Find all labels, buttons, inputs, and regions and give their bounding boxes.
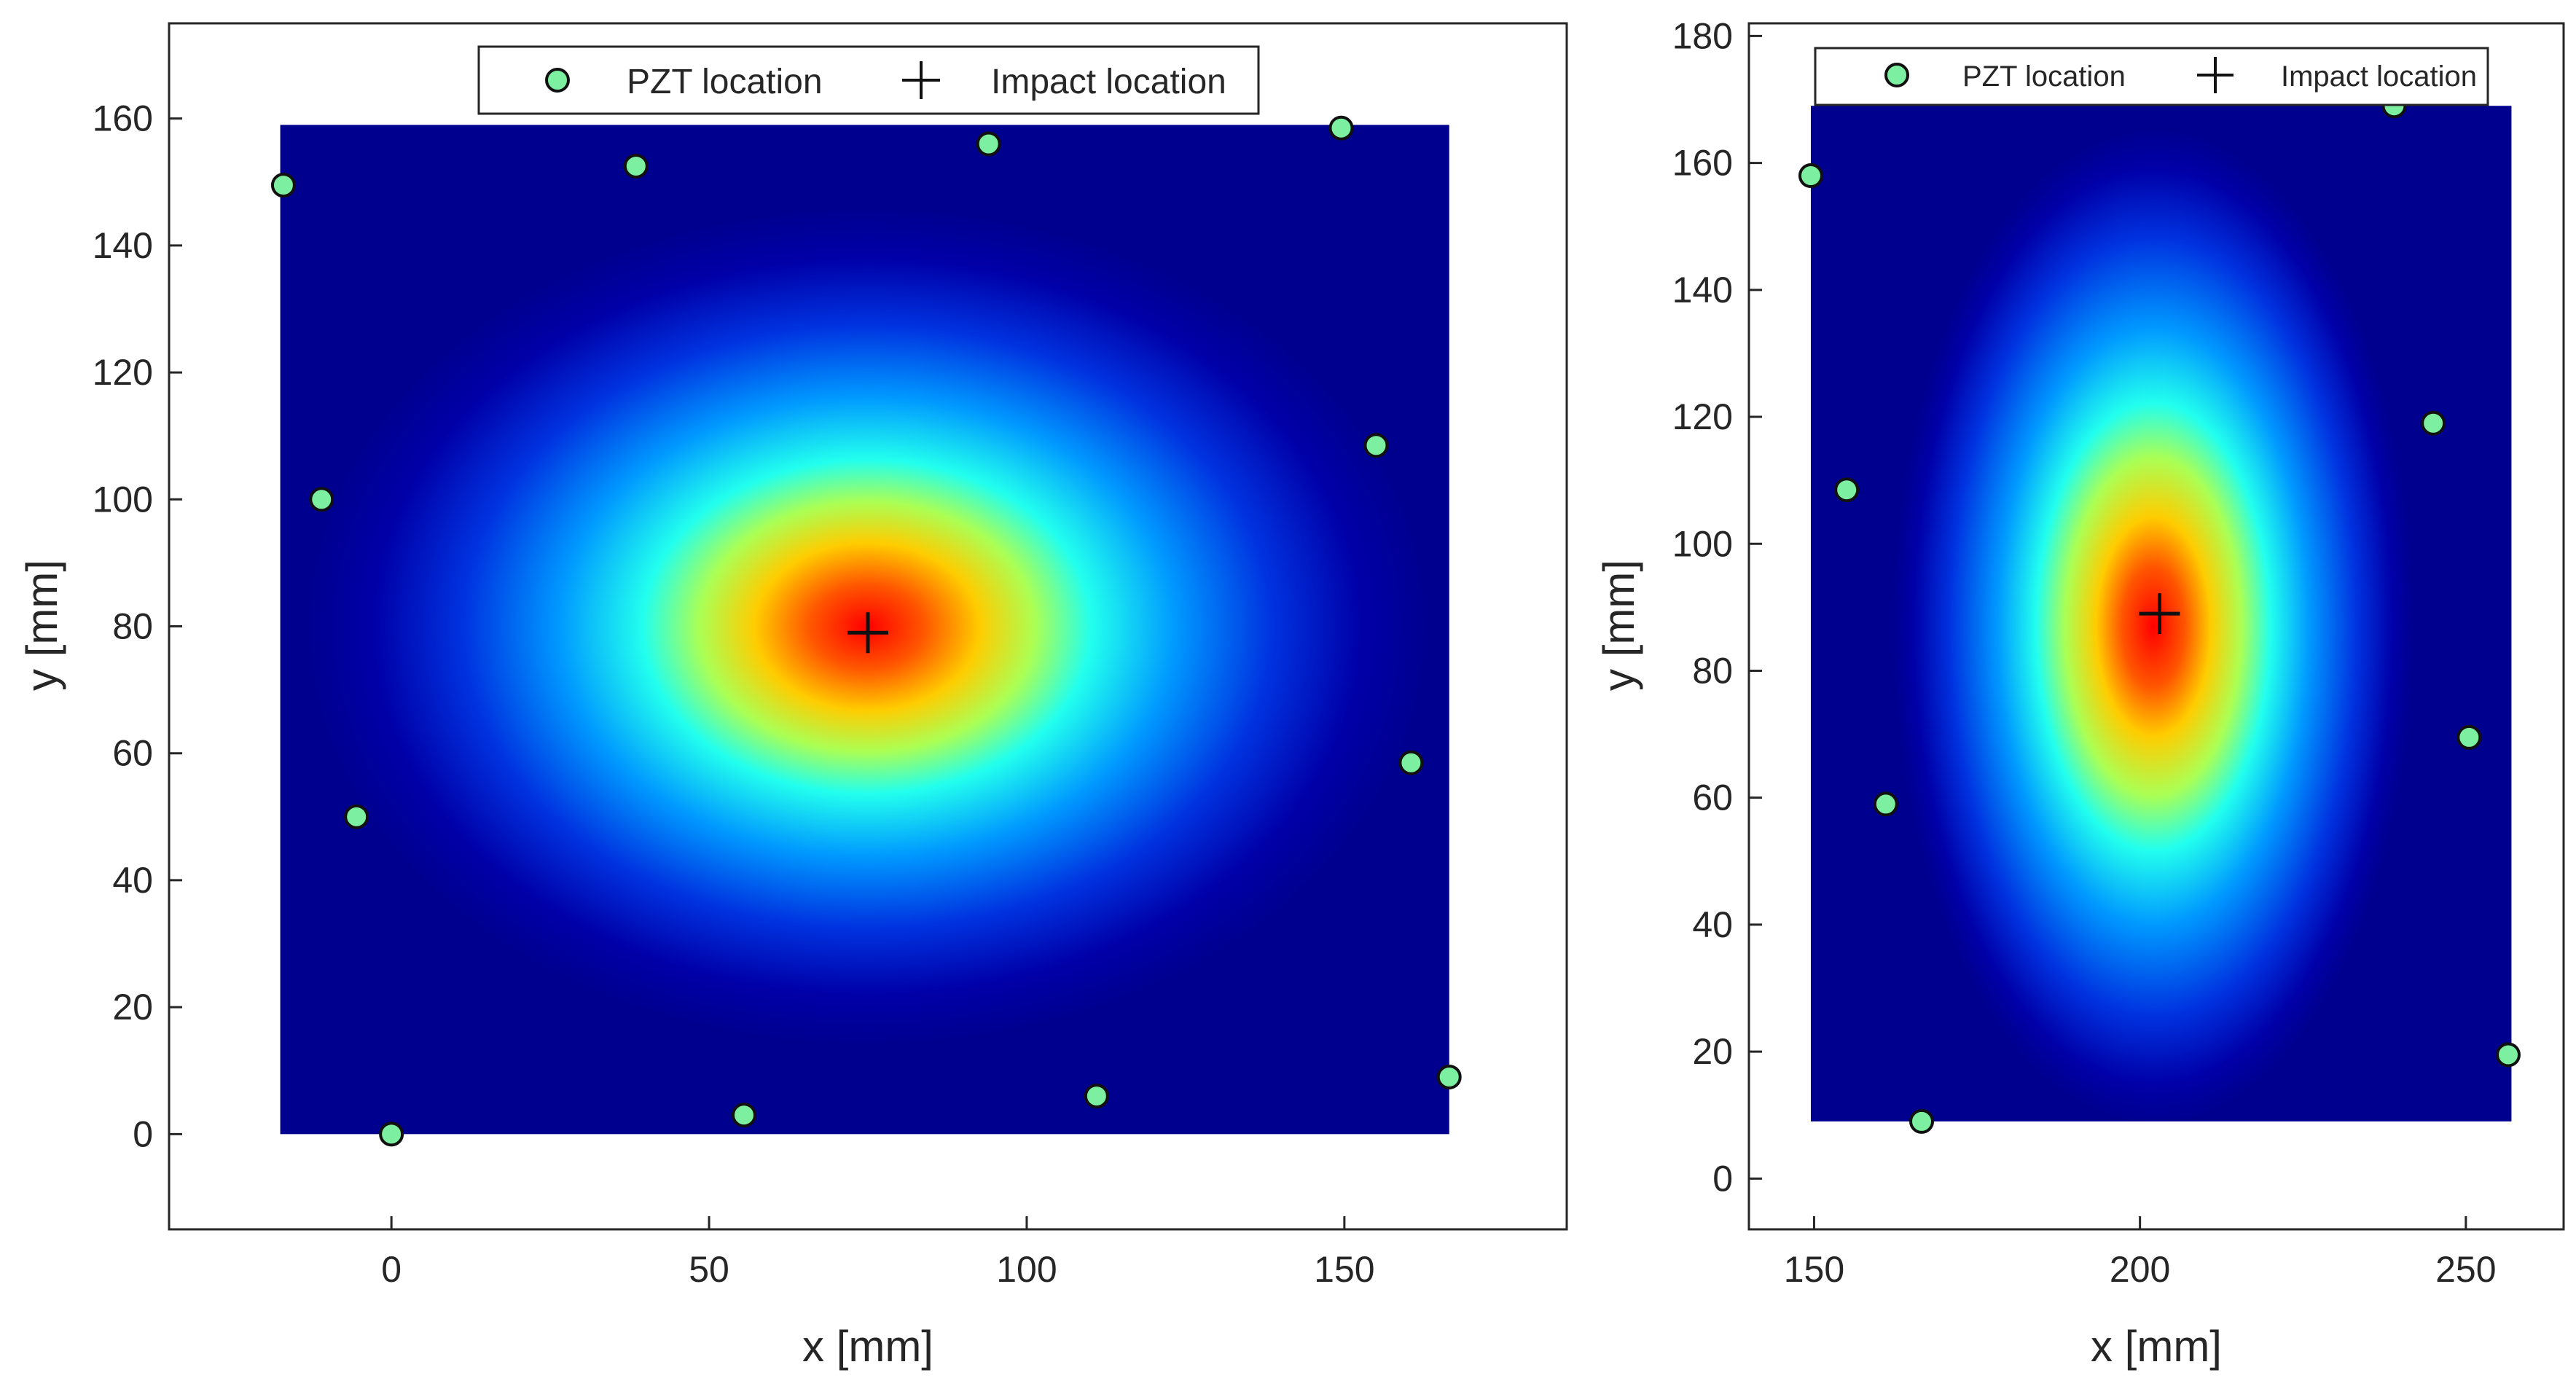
- left-impact-marker: [847, 612, 888, 654]
- right-legend-pzt-marker: [1884, 63, 1909, 87]
- left-y-axis: 0 20 40 60 80 100 120 140 160: [93, 98, 182, 1154]
- left-legend-impact-label: Impact location: [991, 63, 1226, 101]
- right-y-tick-label: 40: [1692, 904, 1733, 945]
- left-x-tick-label: 100: [996, 1249, 1057, 1290]
- left-y-tick-label: 140: [93, 225, 153, 266]
- right-x-tick-label: 200: [2110, 1249, 2170, 1290]
- left-impact-point: [847, 612, 888, 654]
- right-y-tick-label: 80: [1692, 650, 1733, 691]
- left-y-tick-label: 100: [93, 479, 153, 520]
- right-y-tick-label: 160: [1672, 143, 1733, 184]
- left-heatmap: [280, 125, 1449, 1135]
- left-legend-pzt-label: PZT location: [627, 63, 823, 101]
- left-pzt-point: [379, 1121, 404, 1147]
- left-y-tick-label: 60: [112, 733, 153, 774]
- right-impact-marker: [2139, 593, 2180, 635]
- left-y-tick-label: 120: [93, 352, 153, 393]
- left-pzt-point: [270, 173, 296, 198]
- left-pzt-point: [623, 153, 649, 179]
- right-legend: PZT location Impact location: [1814, 47, 2489, 106]
- right-pzt-point: [1873, 791, 1898, 817]
- left-pzt-point: [731, 1103, 756, 1128]
- left-x-axis: 0 50 100 150: [381, 1216, 1375, 1290]
- left-legend: PZT location Impact location: [477, 45, 1260, 115]
- left-pzt-point: [309, 487, 334, 512]
- left-plot: 0 50 100 150 0 20 40 60 80 100 120 140 160 x [mm] y…: [17, 22, 1568, 1371]
- right-y-tick-label: 100: [1672, 523, 1733, 564]
- right-plot: 150 200 250 0 20 40 60 80 100 120 140 160 180 x [mm…: [1594, 15, 2565, 1371]
- left-pzt-markers: [270, 115, 1462, 1147]
- left-pzt-point: [1084, 1084, 1109, 1109]
- left-y-axis-label: y [mm]: [17, 560, 66, 691]
- right-x-axis: 150 200 250: [1784, 1216, 2497, 1290]
- right-y-axis-label: y [mm]: [1594, 560, 1643, 691]
- right-pzt-point: [1909, 1108, 1935, 1134]
- left-x-tick-label: 50: [689, 1249, 729, 1290]
- left-pzt-point: [976, 131, 1001, 157]
- left-legend-pzt-marker: [545, 68, 570, 93]
- left-y-tick-label: 0: [133, 1113, 153, 1154]
- right-x-tick-label: 250: [2435, 1249, 2496, 1290]
- right-pzt-point: [2456, 724, 2482, 750]
- left-x-tick-label: 0: [381, 1249, 402, 1290]
- right-y-tick-label: 0: [1712, 1158, 1733, 1199]
- left-legend-box: [477, 45, 1260, 115]
- left-y-tick-label: 80: [112, 606, 153, 647]
- right-legend-box: [1814, 47, 2489, 106]
- left-pzt-point: [1363, 433, 1389, 458]
- right-y-tick-label: 120: [1672, 396, 1733, 437]
- right-y-tick-label: 20: [1692, 1031, 1733, 1072]
- right-pzt-point: [2495, 1042, 2521, 1068]
- right-y-axis: 0 20 40 60 80 100 120 140 160 180: [1672, 15, 1762, 1199]
- right-pzt-point: [1798, 163, 1823, 189]
- left-pzt-point: [1328, 115, 1354, 141]
- right-axes-frame: [1747, 22, 2565, 1231]
- right-impact-point: [2139, 593, 2180, 635]
- right-x-axis-label: x [mm]: [2091, 1322, 2222, 1371]
- right-legend-pzt-label: PZT location: [1962, 60, 2126, 93]
- right-y-tick-label: 140: [1672, 270, 1733, 310]
- right-legend-impact-marker: [2197, 57, 2234, 93]
- right-x-tick-label: 150: [1784, 1249, 1844, 1290]
- left-x-tick-label: 150: [1314, 1249, 1374, 1290]
- left-x-axis-label: x [mm]: [802, 1322, 933, 1371]
- left-y-tick-label: 160: [93, 98, 153, 139]
- right-y-tick-label: 180: [1672, 15, 1733, 56]
- right-legend-impact-label: Impact location: [2281, 60, 2477, 93]
- left-y-tick-label: 20: [112, 987, 153, 1027]
- right-y-tick-label: 60: [1692, 778, 1733, 818]
- left-y-tick-label: 40: [112, 860, 153, 901]
- right-pzt-point: [1834, 477, 1860, 503]
- right-pzt-point: [2421, 410, 2446, 436]
- left-legend-impact-marker: [902, 61, 940, 99]
- left-pzt-point: [1398, 750, 1424, 775]
- left-pzt-point: [1436, 1064, 1462, 1089]
- left-pzt-point: [344, 804, 369, 829]
